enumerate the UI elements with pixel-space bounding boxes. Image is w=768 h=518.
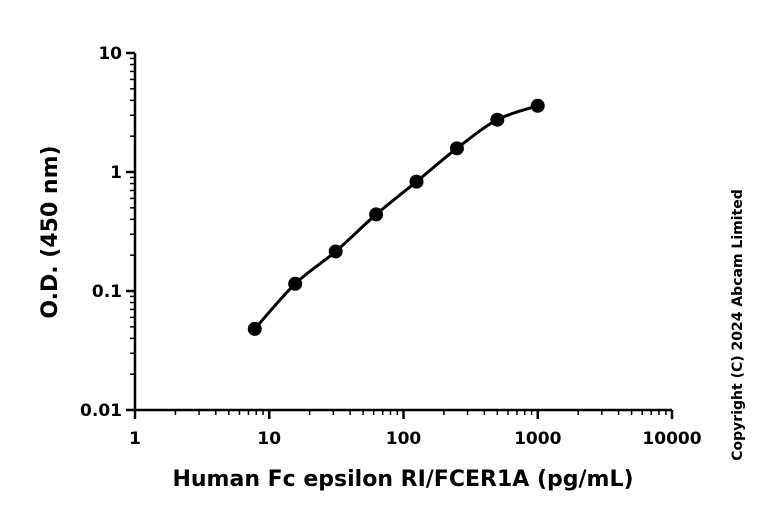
y-tick-label: 0.01 [80, 401, 122, 421]
x-axis-title: Human Fc epsilon RI/FCER1A (pg/mL) [172, 467, 633, 492]
x-tick-label: 1000 [514, 429, 561, 449]
x-tick-label: 1 [129, 429, 141, 449]
x-tick-label: 10000 [642, 429, 701, 449]
data-point [530, 98, 545, 113]
data-point [449, 141, 464, 156]
fit-curve [253, 104, 539, 330]
y-axis-title: O.D. (450 nm) [38, 145, 63, 318]
data-point [490, 112, 505, 127]
data-point [328, 244, 343, 259]
y-axis-ticks: 0.01 0.1 1 10 [80, 44, 135, 421]
copyright-notice: Copyright (C) 2024 Abcam Limited [730, 189, 746, 460]
x-axis-ticks: 1 10 100 1000 10000 [129, 410, 702, 449]
data-point [288, 276, 303, 291]
data-point [247, 321, 262, 336]
axes [133, 53, 672, 412]
data-point [409, 174, 424, 189]
y-tick-label: 1 [110, 163, 122, 183]
x-tick-label: 100 [386, 429, 422, 449]
data-point [369, 207, 384, 222]
y-tick-label: 10 [98, 44, 122, 64]
x-tick-label: 10 [257, 429, 281, 449]
y-tick-label: 0.1 [92, 282, 122, 302]
data-points [247, 98, 545, 336]
